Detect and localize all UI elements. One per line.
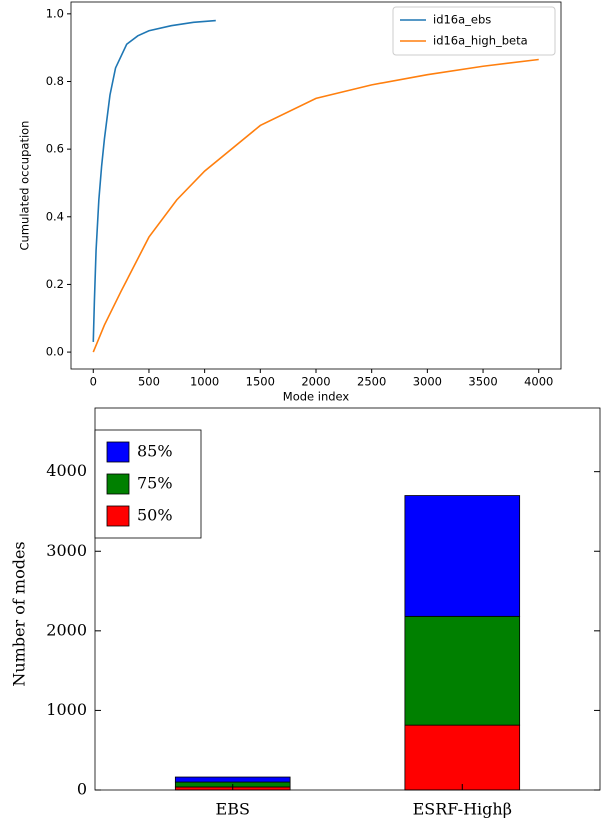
legend-label: 50% <box>137 506 173 525</box>
bar-segment <box>404 615 521 726</box>
y-axis-label: Cumulated occupation <box>18 121 32 251</box>
legend-swatch <box>106 505 130 527</box>
line-series <box>92 19 216 342</box>
plot-frame <box>70 1 562 370</box>
x-tick-label: 0 <box>90 375 97 389</box>
x-axis-label: Mode index <box>283 390 350 404</box>
x-tick-label: 2000 <box>301 375 330 389</box>
y-tick-label: 0 <box>77 780 87 799</box>
legend-label: id16a_ebs <box>433 13 491 27</box>
bar-segment <box>174 776 291 783</box>
bar-segment <box>404 724 521 791</box>
legend-swatch <box>106 441 130 463</box>
x-tick-label: 3500 <box>468 375 497 389</box>
y-tick-label: 1.0 <box>46 6 64 20</box>
x-tick-label: 500 <box>138 375 160 389</box>
line-series <box>92 58 539 353</box>
legend-swatch <box>106 473 130 495</box>
legend-label: id16a_high_beta <box>433 34 528 48</box>
y-tick-label: 4000 <box>46 461 87 480</box>
x-tick-label: 1500 <box>246 375 275 389</box>
y-tick-label: 0.6 <box>46 142 64 156</box>
x-tick-label: 2500 <box>357 375 386 389</box>
plot-frame <box>94 407 601 791</box>
legend-box <box>392 6 556 56</box>
y-tick-label: 2000 <box>46 620 87 639</box>
legend-label: 75% <box>137 474 173 493</box>
x-tick-label: ESRF-Highβ <box>413 800 512 819</box>
y-tick-label: 0.2 <box>46 277 64 291</box>
y-axis-label: Number of modes <box>10 541 29 686</box>
y-tick-label: 1000 <box>46 700 87 719</box>
y-tick-label: 0.0 <box>46 345 64 359</box>
x-tick-label: 3000 <box>413 375 442 389</box>
x-tick-label: EBS <box>216 800 250 819</box>
legend-label: 85% <box>137 442 173 461</box>
y-tick-label: 3000 <box>46 541 87 560</box>
bar-segment <box>404 495 521 617</box>
x-tick-label: 1000 <box>190 375 219 389</box>
y-tick-label: 0.4 <box>46 209 64 223</box>
x-tick-label: 4000 <box>524 375 553 389</box>
y-tick-label: 0.8 <box>46 74 64 88</box>
